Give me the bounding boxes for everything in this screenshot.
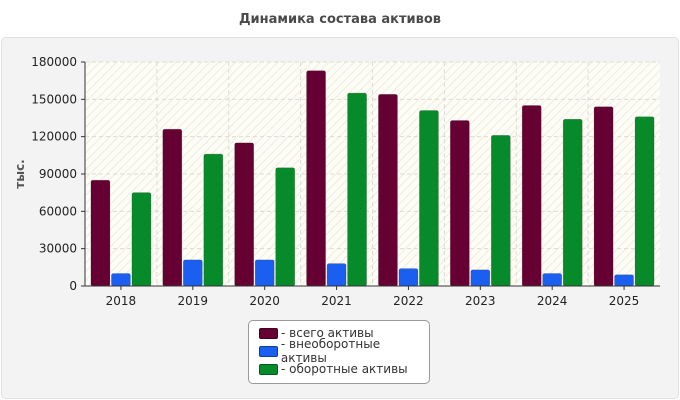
bar-current [491, 135, 511, 287]
bar-noncurrent [254, 259, 275, 287]
bar-current [347, 92, 367, 287]
legend-swatch-current [259, 363, 278, 375]
bar-total [378, 94, 398, 287]
legend-item-total: - всего активы [259, 324, 374, 342]
y-tick-label: 90000 [39, 167, 77, 181]
legend-item-noncurrent: - внеоборотные активы [259, 337, 429, 365]
legend-label-noncurrent: - внеоборотные активы [280, 337, 381, 365]
bar-total [162, 128, 183, 287]
y-axis-label: тыс. [13, 159, 27, 188]
legend-label-total: - всего активы [281, 326, 374, 340]
x-tick-label: 2023 [465, 294, 496, 308]
x-tick-label: 2024 [537, 294, 568, 308]
y-tick-label: 150000 [31, 92, 77, 106]
bar-total [450, 120, 470, 287]
x-tick-label: 2022 [393, 294, 424, 308]
bar-noncurrent [398, 268, 419, 287]
bar-current [275, 167, 295, 287]
bar-current [203, 153, 224, 287]
bar-total [234, 142, 254, 287]
y-tick-label: 30000 [39, 242, 77, 256]
bar-noncurrent [542, 273, 562, 287]
bar-total [521, 105, 542, 287]
bar-total [306, 70, 326, 287]
bar-current [419, 110, 439, 287]
bar-noncurrent [470, 269, 491, 287]
bar-noncurrent [326, 263, 347, 287]
x-tick-label: 2021 [321, 294, 352, 308]
bar-total [90, 179, 111, 287]
bar-noncurrent [183, 259, 203, 287]
bar-current [634, 116, 655, 287]
bar-noncurrent [111, 273, 131, 287]
y-tick-label: 120000 [31, 130, 77, 144]
bar-noncurrent [614, 274, 634, 287]
legend-swatch-total [259, 327, 278, 339]
x-tick-label: 2018 [106, 294, 137, 308]
x-tick-label: 2020 [249, 294, 280, 308]
x-tick-label: 2025 [609, 294, 640, 308]
bar-current [131, 192, 152, 287]
y-tick-label: 180000 [31, 55, 77, 69]
bar-current [562, 118, 583, 287]
x-tick-label: 2019 [178, 294, 209, 308]
legend-item-current: - оборотные активы [259, 360, 408, 378]
legend-label-current: - оборотные активы [281, 362, 408, 376]
chart-title: Динамика состава активов [238, 12, 442, 27]
legend: - всего активы - внеоборотные активы - о… [248, 320, 430, 384]
y-tick-label: 60000 [39, 204, 77, 218]
axes: 0 30000 60000 90000 120000 150000 180000 2018 20… [31, 55, 660, 308]
legend-swatch-noncurrent [259, 345, 278, 357]
y-tick-label: 0 [69, 279, 77, 293]
bar-total [593, 106, 614, 287]
